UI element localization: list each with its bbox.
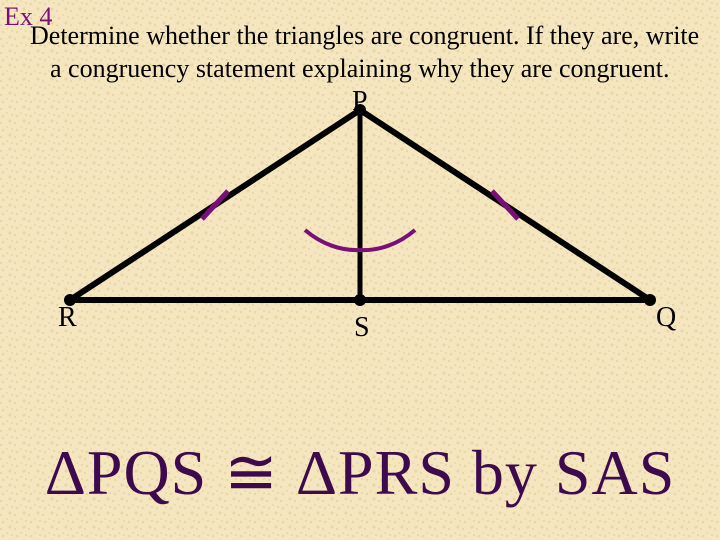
triangle-diagram bbox=[0, 90, 720, 350]
vertex-s-dot bbox=[354, 294, 366, 306]
vertex-q-dot bbox=[644, 294, 656, 306]
delta-1: Δ bbox=[45, 437, 87, 508]
tick-pq bbox=[492, 191, 518, 219]
congruent-symbol: ≅ bbox=[224, 437, 279, 508]
vertex-label-p: P bbox=[352, 86, 368, 118]
angle-arc-left bbox=[305, 230, 360, 250]
prompt-text: Determine whether the triangles are cong… bbox=[30, 20, 700, 85]
congruency-statement: ΔPQS ≅ ΔPRS by SAS bbox=[0, 436, 720, 510]
tick-pr bbox=[202, 191, 228, 219]
prompt-line-1: Determine whether the triangles are cong… bbox=[30, 21, 699, 50]
vertex-label-r: R bbox=[58, 302, 77, 334]
angle-arc-right bbox=[360, 230, 415, 250]
triangle-1: PQS bbox=[87, 437, 207, 508]
prompt-line-2: a congruency statement explaining why th… bbox=[30, 53, 700, 86]
delta-2: Δ bbox=[296, 437, 338, 508]
vertex-label-s: S bbox=[354, 312, 370, 344]
triangle-2: PRS bbox=[338, 437, 455, 508]
vertex-label-q: Q bbox=[656, 302, 676, 334]
by-postulate: by SAS bbox=[472, 437, 675, 508]
